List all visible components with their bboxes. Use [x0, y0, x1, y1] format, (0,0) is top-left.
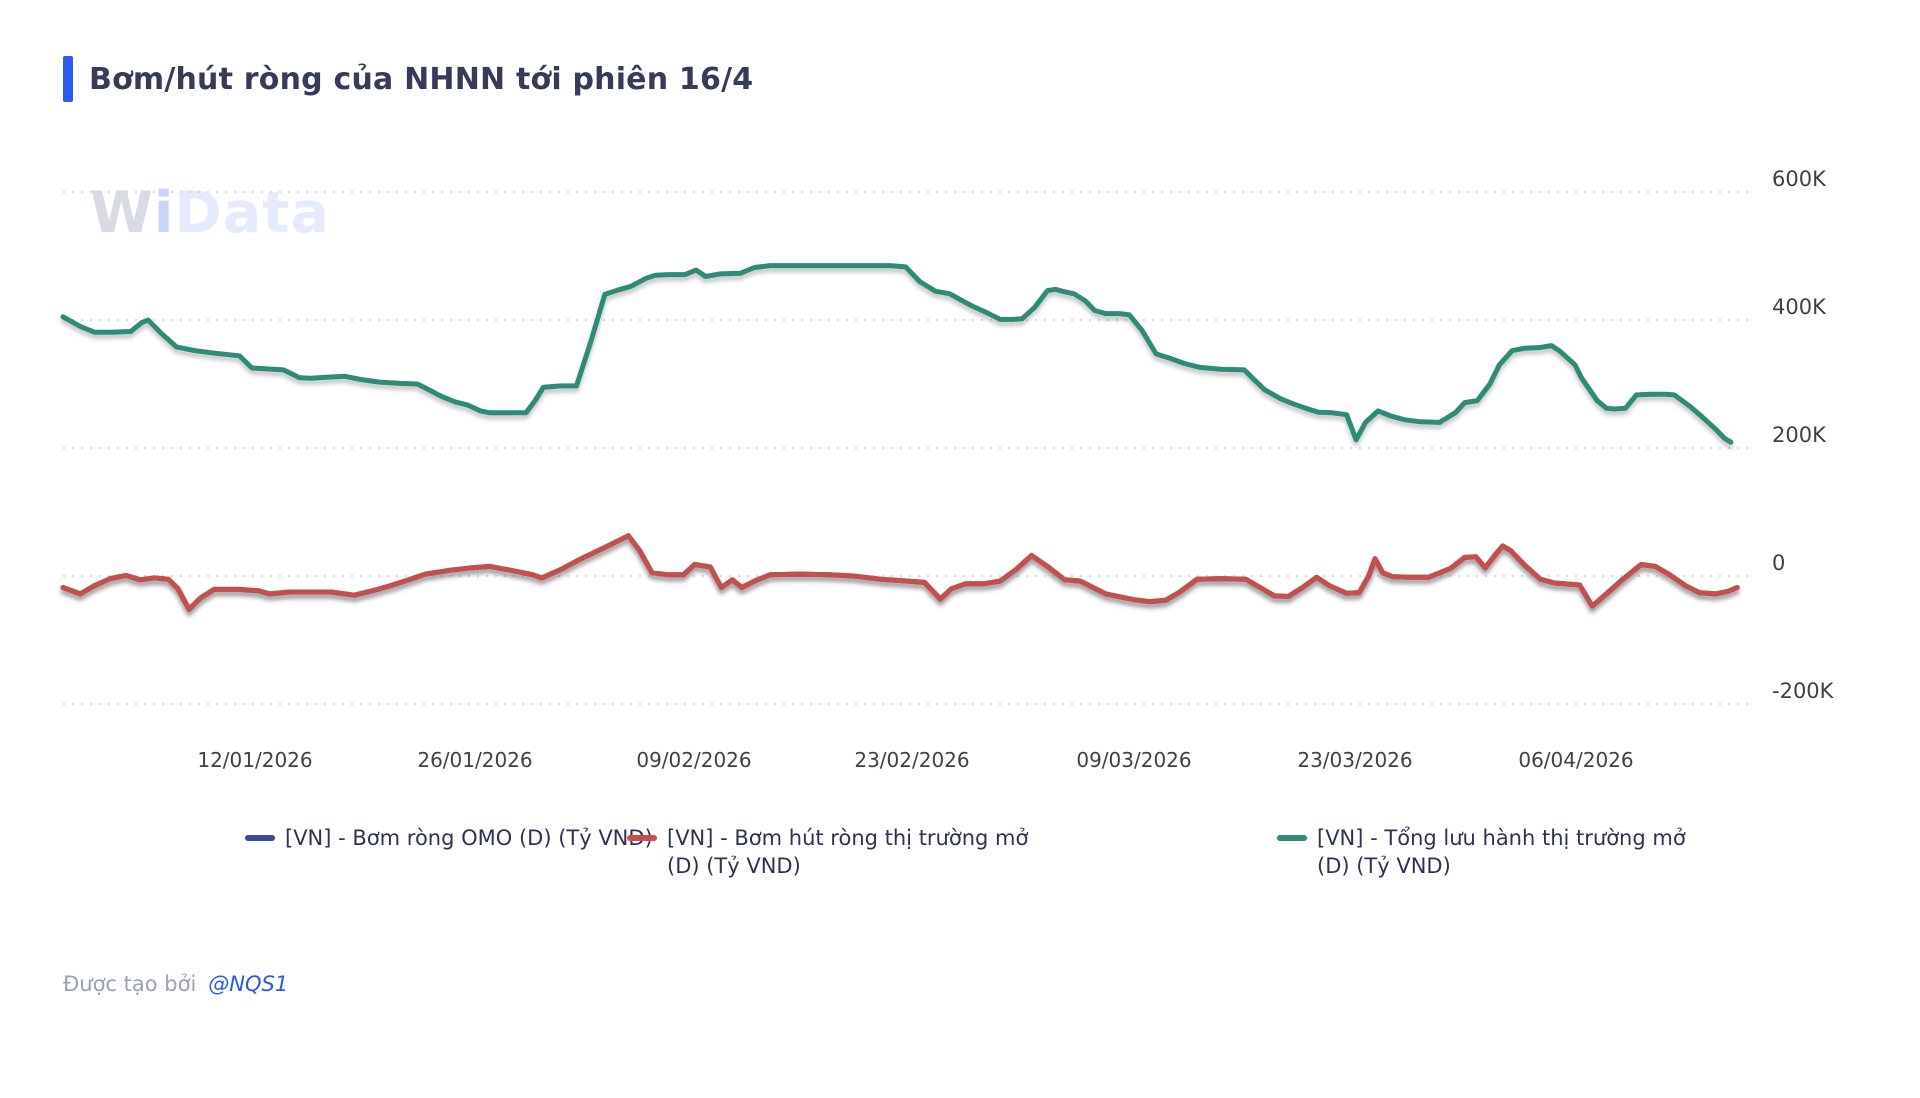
series-line-2 [60, 263, 1734, 445]
x-tick-label: 23/02/2026 [854, 748, 970, 772]
footer-created-by: Được tạo bởi [63, 972, 197, 996]
legend-label-line: (D) (Tỷ VND) [1317, 854, 1451, 878]
legend-label-line: [VN] - Tổng lưu hành thị trường mở [1317, 826, 1686, 850]
x-tick-label: 23/03/2026 [1297, 748, 1413, 772]
y-axis-label-200k: 200K [1772, 423, 1826, 447]
gridline-0 [63, 575, 1748, 577]
y-axis-label-400k: 400K [1772, 295, 1826, 319]
legend-item-omo[interactable]: [VN] - Bơm ròng OMO (D) (Tỷ VND) [245, 824, 653, 852]
y-axis-label-0: 0 [1772, 551, 1786, 575]
y-axis-label-neg200k: -200K [1772, 679, 1834, 703]
watermark-logo: WiData [90, 180, 330, 246]
legend-label: [VN] - Tổng lưu hành thị trường mở (D) (… [1317, 824, 1686, 880]
title-block: Bơm/hút ròng của NHNN tới phiên 16/4 [63, 56, 753, 102]
legend-label-line: [VN] - Bơm ròng OMO (D) (Tỷ VND) [285, 826, 653, 850]
legend-swatch-navy [245, 835, 275, 841]
page-title: Bơm/hút ròng của NHNN tới phiên 16/4 [89, 61, 754, 97]
legend-label-line: (D) (Tỷ VND) [667, 854, 801, 878]
legend-label: [VN] - Bơm hút ròng thị trường mở (D) (T… [667, 824, 1028, 880]
series-line-0 [60, 533, 1740, 612]
watermark-part-i: i [153, 180, 175, 246]
gridline-200k [63, 447, 1748, 449]
legend-item-tong-luu-hanh[interactable]: [VN] - Tổng lưu hành thị trường mở (D) (… [1277, 824, 1686, 880]
title-accent-bar [63, 56, 73, 102]
watermark-part-w: W [90, 180, 154, 246]
footer: Được tạo bởi @NQS1 [63, 972, 288, 996]
gridline-400k [63, 319, 1748, 321]
x-tick-label: 06/04/2026 [1518, 748, 1634, 772]
y-axis-label-600k: 600K [1772, 167, 1826, 191]
legend-swatch-green [1277, 835, 1307, 841]
gridline-600k [63, 191, 1748, 193]
legend-swatch-red [627, 835, 657, 841]
x-tick-label: 12/01/2026 [197, 748, 313, 772]
legend-label-line: [VN] - Bơm hút ròng thị trường mở [667, 826, 1029, 850]
x-tick-label: 09/02/2026 [636, 748, 752, 772]
author-link[interactable]: @NQS1 [208, 972, 289, 996]
gridline-neg200k [63, 703, 1748, 705]
x-tick-label: 09/03/2026 [1076, 748, 1192, 772]
legend-label: [VN] - Bơm ròng OMO (D) (Tỷ VND) [285, 824, 653, 852]
x-tick-label: 26/01/2026 [417, 748, 533, 772]
watermark-part-data: Data [174, 180, 330, 246]
series-line-1 [60, 533, 1740, 612]
legend-item-bom-hut-rong[interactable]: [VN] - Bơm hút ròng thị trường mở (D) (T… [627, 824, 1028, 880]
